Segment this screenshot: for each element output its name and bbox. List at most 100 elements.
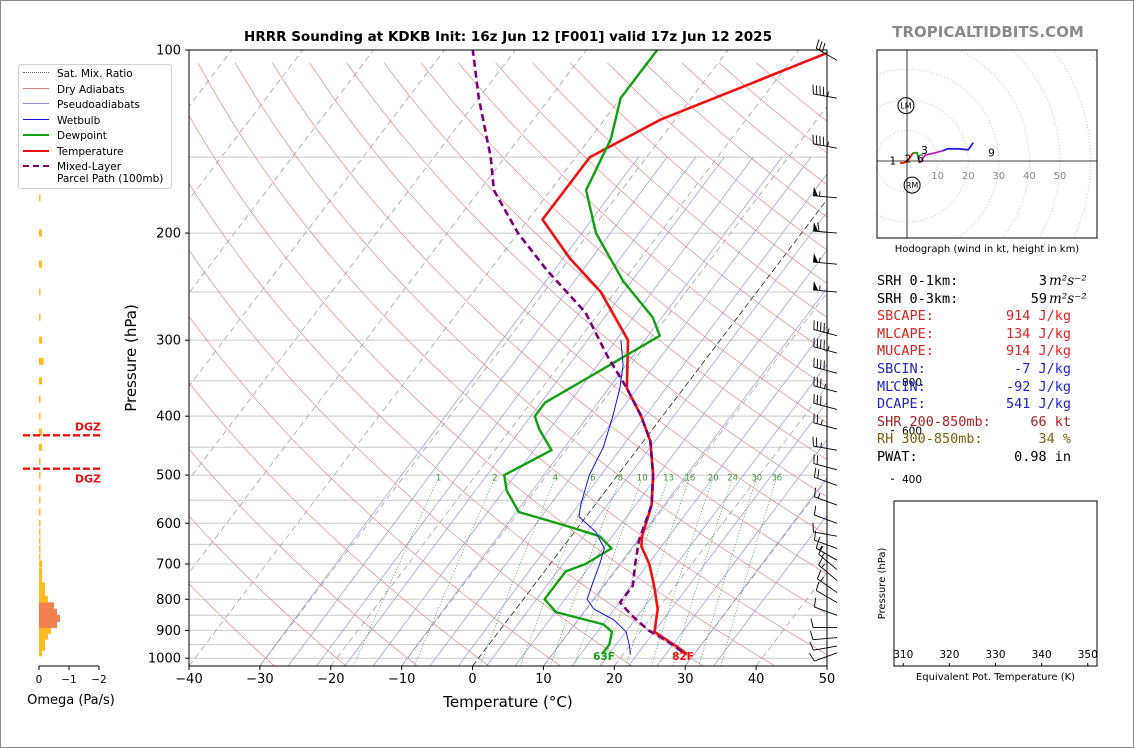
isotherm-line [330,50,800,666]
barb-staff [815,590,838,603]
theta-e-x-tick-label: 350 [1078,649,1098,661]
mixing-ratio-line [672,480,733,666]
hodograph-grid [877,50,1097,238]
theta-e-x-tick-label: 310 [893,649,913,661]
barb-half-flag [824,383,827,389]
barb-flag [815,581,820,591]
mixing-ratio-label: 16 [684,474,695,484]
legend-label: Pseudoadiabats [57,99,140,111]
param-value: 34 % [1038,431,1071,448]
y-tick-label: 200 [156,227,181,242]
wetbulb-line [578,340,631,655]
barb-flag [814,597,817,608]
theta-e-y-tick-label: 600 [902,426,922,438]
param-row: MLCIN: -92 J/kg [877,379,1107,397]
wind-barbs [809,39,838,662]
dry-adiabat [189,583,275,666]
dry-adiabat [189,316,561,666]
hodograph-segment-9-12 [942,142,975,152]
storm-motion-marker [897,97,915,115]
wind-barb [810,618,837,628]
x-tick-label: −20 [317,672,344,687]
legend-swatch-line [23,103,49,104]
x-axis-label: Temperature (°C) [442,693,572,711]
dry-adiabat [189,515,347,666]
omega-bar [39,649,42,657]
barb-pennant [813,280,819,291]
mixing-ratio-label: 2 [492,474,497,484]
y-tick-label: 1000 [148,652,181,667]
wind-barb [813,253,838,265]
omega-tick-label: 0 [36,674,43,686]
param-label: SRH 0-1km: [877,273,959,289]
x-tick-label: 50 [819,672,836,687]
pseudoadiabat [401,156,783,666]
theta-e-x-tick-label: 320 [939,649,959,661]
dry-adiabat [197,62,827,656]
dry-adiabat [495,62,827,353]
param-value: -92 J/kg [1005,378,1071,395]
pseudoadiabat [656,439,827,666]
wind-barb [809,652,838,662]
omega-bar [39,608,57,616]
omega-bar [39,582,45,590]
pseudoadiabat [486,211,827,666]
wind-barb [814,531,838,549]
wind-barb [813,186,838,199]
hodograph-segment-6-9 [918,149,943,164]
legend-swatch [23,99,49,107]
mixing-ratio-label: 8 [618,474,623,484]
hodograph-height-label: 3 [921,145,928,157]
barb-staff [814,606,838,616]
dry-adiabat [458,62,827,388]
omega-bar [39,602,54,610]
barb-flag [817,222,820,232]
legend-swatch [23,115,49,123]
param-value: 914 J/kg [1005,343,1071,360]
barb-staff [818,553,838,570]
mixing-ratio-label: 20 [708,474,719,484]
mixing-ratio-label: 30 [751,474,762,484]
pseudoadiabat [372,156,754,666]
x-tick-label: 20 [606,672,623,687]
dry-adiabat [189,448,418,666]
legend-swatch-line [23,134,49,136]
mixing-ratio-label: 1 [436,474,441,484]
barb-half-flag [820,419,823,425]
dry-adiabat [189,382,490,666]
legend-swatch-line [23,118,49,120]
barb-pennant [813,222,819,232]
barb-staff [814,496,838,506]
skewt-grid: 1 2 4 6 8 10 13 16 20 24 30 36 [189,50,827,666]
wind-barb [813,280,838,293]
pseudoadiabat [684,477,827,666]
dgz-label: DGZ [75,420,101,433]
barb-half-flag [827,345,830,351]
y-axis-label: Pressure (hPa) [122,304,140,412]
barb-staff [817,578,838,593]
x-tick-label: 30 [677,672,694,687]
mixing-ratio-line [353,480,438,666]
x-tick-label: −40 [175,672,202,687]
wind-barb [814,597,838,616]
hodograph-segment-3-6 [913,151,921,164]
mixing-ratio-line [698,480,757,666]
pseudoadiabat [344,156,725,666]
omega-tick-label: −1 [61,674,76,686]
hodograph-ring-label: 10 [931,171,944,182]
legend-label: Wetbulb [57,114,101,127]
param-value: 134 J/kg [1005,325,1071,342]
legend-swatch [23,130,49,138]
wind-barb [812,522,838,537]
surface-dewpoint-label: 63F [593,651,615,663]
omega-bar [39,552,41,560]
dry-adiabat [532,62,827,318]
barb-flag [815,39,820,49]
mixing-ratio-line [414,480,495,666]
wind-barb [813,222,838,234]
omega-bar [39,443,42,451]
legend-swatch-line [23,149,49,152]
y-tick-label: 700 [156,557,181,572]
param-value: 3 [1038,273,1047,289]
mixing-ratio-line [573,480,642,666]
